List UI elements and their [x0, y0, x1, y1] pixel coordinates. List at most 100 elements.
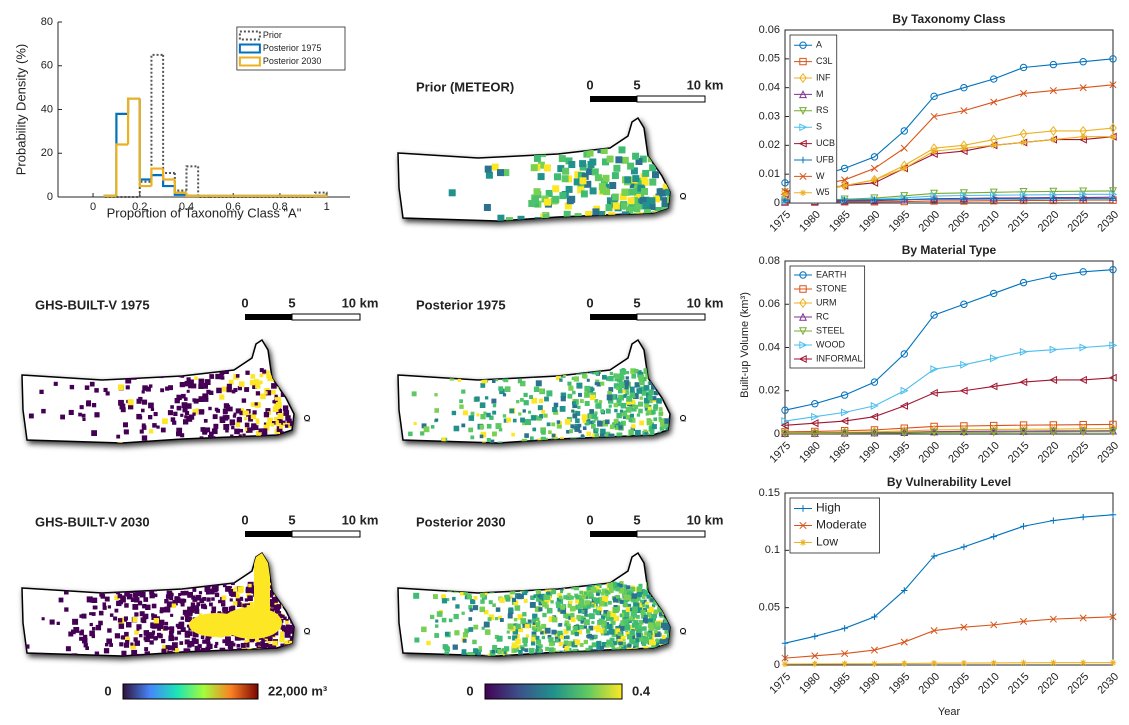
- marker: [841, 196, 848, 204]
- map-pixel: [652, 585, 656, 589]
- x-tick-label: 2020: [1036, 671, 1062, 697]
- map-pixel: [587, 651, 593, 656]
- map-pixel: [251, 441, 255, 443]
- map-pixel: [130, 642, 134, 646]
- map-pixel: [114, 608, 119, 613]
- map-pixel: [571, 438, 576, 443]
- map-pixel: [180, 616, 184, 620]
- map-pixel: [550, 600, 554, 604]
- map-pixel: [246, 592, 251, 598]
- map-pixel: [518, 412, 522, 416]
- map-pixel: [142, 399, 148, 405]
- map-pixel: [564, 418, 571, 425]
- map-pixel: [507, 636, 511, 640]
- map-pixel: [552, 185, 560, 193]
- map-pixel: [612, 641, 617, 646]
- map-pixel: [295, 623, 299, 627]
- map-pixel: [242, 603, 246, 608]
- map-pixel: [180, 413, 184, 417]
- map-pixel: [651, 424, 657, 430]
- map-pixel: [565, 635, 570, 640]
- map-pixel: [629, 630, 635, 636]
- map-pixel: [538, 398, 544, 404]
- map-pixel: [644, 402, 650, 408]
- map-pixel: [75, 581, 81, 587]
- map-pixel: [612, 214, 620, 221]
- map-pixel: [543, 370, 549, 376]
- map-pixel: [613, 164, 621, 172]
- map-pixel: [655, 642, 660, 647]
- map-pixel: [584, 619, 590, 626]
- map-pixel: [658, 407, 663, 412]
- map-pixel: [65, 646, 71, 652]
- map-pixel: [562, 635, 566, 640]
- map-pixel: [208, 434, 213, 440]
- map-pixel: [666, 433, 670, 439]
- map-pixel: [525, 419, 531, 425]
- map-pixel: [179, 598, 185, 604]
- map-pixel: [503, 651, 507, 655]
- map-pixel: [228, 640, 234, 646]
- map-pixel: [621, 644, 627, 651]
- scale-bar-black: [245, 531, 292, 537]
- map-pixel: [653, 404, 659, 409]
- map-pixel: [120, 596, 126, 603]
- map-pixel: [625, 376, 629, 380]
- map-pixel: [117, 593, 123, 599]
- map-pixel: [272, 400, 276, 404]
- map-pixel: [166, 590, 173, 597]
- map-pixel: [648, 389, 654, 395]
- map-pixel: [274, 394, 278, 398]
- map-pixel: [211, 606, 217, 612]
- map-pixel: [574, 639, 581, 645]
- map-pixel: [572, 403, 578, 409]
- map-pixel: [624, 385, 629, 390]
- map-pixel: [89, 630, 95, 637]
- map-pixel: [647, 395, 653, 401]
- map-pixel: [268, 593, 273, 598]
- map-pixel: [185, 648, 191, 654]
- series-line: [785, 431, 1113, 435]
- legend-label: Posterior 1975: [263, 43, 322, 53]
- map-pixel: [654, 648, 661, 655]
- map-pixel: [180, 627, 186, 632]
- map-pixel: [632, 152, 640, 160]
- map-pixel: [94, 388, 99, 393]
- marker: [810, 419, 819, 428]
- map-pixel: [223, 403, 230, 409]
- map-pixel: [130, 373, 137, 380]
- map-pixel: [296, 644, 302, 650]
- map-pixel: [489, 439, 495, 443]
- map-pixel: [660, 383, 666, 389]
- marker: [799, 57, 807, 66]
- map-pixel: [668, 439, 670, 443]
- map-pixel: [192, 412, 196, 416]
- map-pixel: [276, 426, 283, 432]
- map-pixel: [234, 593, 240, 599]
- map-pixel: [118, 623, 125, 629]
- map-pixel: [566, 197, 574, 205]
- map-pixel: [180, 602, 185, 607]
- map-pixel: [170, 417, 176, 422]
- map-pixel: [120, 407, 126, 413]
- map-pixel: [672, 624, 677, 629]
- map-pixel: [509, 408, 515, 414]
- map-pixel: [557, 630, 563, 637]
- map-pixel: [179, 641, 184, 645]
- marker: [1049, 86, 1057, 95]
- map-pixel: [622, 389, 626, 393]
- map-pixel: [186, 377, 191, 382]
- map-pixel: [145, 604, 151, 610]
- map-pixel: [275, 402, 282, 408]
- map-pixel: [660, 160, 668, 168]
- map-pixel: [114, 633, 120, 639]
- map-pixel: [463, 590, 468, 595]
- map-pixel: [606, 376, 611, 381]
- map-pixel: [594, 598, 600, 604]
- map-pixel: [530, 596, 535, 600]
- map-pixel: [672, 179, 679, 186]
- map-pixel: [563, 595, 568, 600]
- map-pixel: [580, 434, 585, 438]
- map-pixel: [622, 636, 626, 640]
